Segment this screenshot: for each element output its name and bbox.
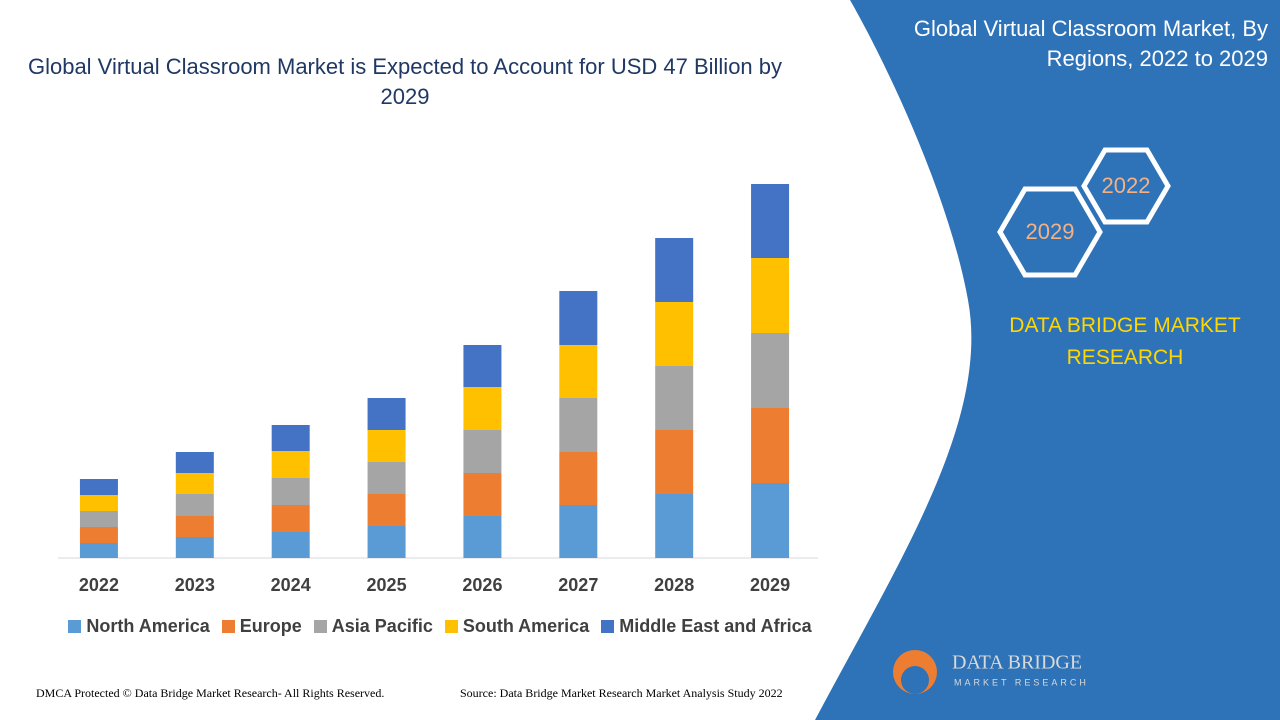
bar-segment [271,425,310,451]
legend-item: Middle East and Africa [601,616,812,637]
bar-segment [655,302,694,366]
bar-segment [367,494,406,526]
bar-segment [655,366,694,430]
bar-segment [463,430,502,473]
bar-segment [175,494,214,516]
bar-segment [367,398,406,430]
hex-label: 2029 [1026,219,1075,244]
bar-segment [463,345,502,387]
bar-segment [175,473,214,494]
footer-right: Source: Data Bridge Market Research Mark… [460,686,783,700]
bar-segment [751,483,790,558]
logo-icon [901,666,929,694]
bar-segment [79,479,118,495]
legend-label: Europe [239,616,302,636]
bar-segment [559,291,598,345]
panel-title: Global Virtual Classroom Market, By Regi… [913,16,1268,71]
x-tick-label: 2029 [750,575,790,595]
bar-segment [655,238,694,302]
legend-swatch [313,620,327,633]
hexagon [1081,147,1171,225]
bar-segment [367,462,406,494]
x-tick-label: 2026 [462,575,502,595]
legend-swatch [444,620,458,633]
bar-segment [655,494,694,558]
bar-segment [175,537,214,558]
bar-segment [367,526,406,558]
bar-segment [79,511,118,527]
brand: DATA BRIDGE MARKET RESEARCH [1009,314,1241,369]
x-tick-label: 2028 [654,575,694,595]
bar-segment [751,408,790,483]
hexagon [997,186,1103,278]
legend: North America Europe Asia Pacific South Ame… [40,616,840,637]
bar-segment [79,543,118,558]
bar-segment [79,527,118,543]
legend-item: North America [68,616,210,637]
bar-segment [271,532,310,558]
legend-swatch [221,620,235,633]
bar-segment [175,516,214,537]
logo-tagline: MARKET RESEARCH [954,677,1089,687]
legend-item: Europe [221,616,302,637]
legend-label: South America [462,616,590,636]
bar-segment [559,505,598,558]
legend-swatch [601,620,615,633]
bar-segment [271,451,310,478]
legend-swatch [68,620,82,633]
bar-segment [175,452,214,473]
bar-segment [751,333,790,408]
bar-segment [751,258,790,333]
legend-item: Asia Pacific [313,616,433,637]
x-tick-label: 2024 [271,575,311,595]
footer-left: DMCA Protected © Data Bridge Market Rese… [36,686,385,700]
bar-segment [367,430,406,462]
x-tick-label: 2025 [367,575,407,595]
bar-segment [559,345,598,398]
hex-label: 2022 [1102,173,1151,198]
bar-segment [463,516,502,558]
logo: DATA BRIDGE MARKET RESEARCH [893,650,1089,694]
logo-name: DATA BRIDGE [952,652,1082,674]
legend-label: Asia Pacific [331,616,433,636]
legend-label: Middle East and Africa [619,616,812,636]
bar-segment [751,184,790,258]
bar-segment [463,387,502,430]
bar-segment [79,495,118,511]
x-tick-label: 2027 [558,575,598,595]
legend-item: South America [444,616,590,637]
bar-segment [271,478,310,505]
bar-segment [559,398,598,452]
legend-label: North America [86,616,210,636]
bar-segment [271,505,310,532]
x-tick-label: 2022 [79,575,119,595]
bar-segment [463,473,502,516]
bar-segment [559,452,598,505]
chart-title: Global Virtual Classroom Market is Expec… [27,54,783,109]
x-tick-label: 2023 [175,575,215,595]
bar-segment [655,430,694,494]
